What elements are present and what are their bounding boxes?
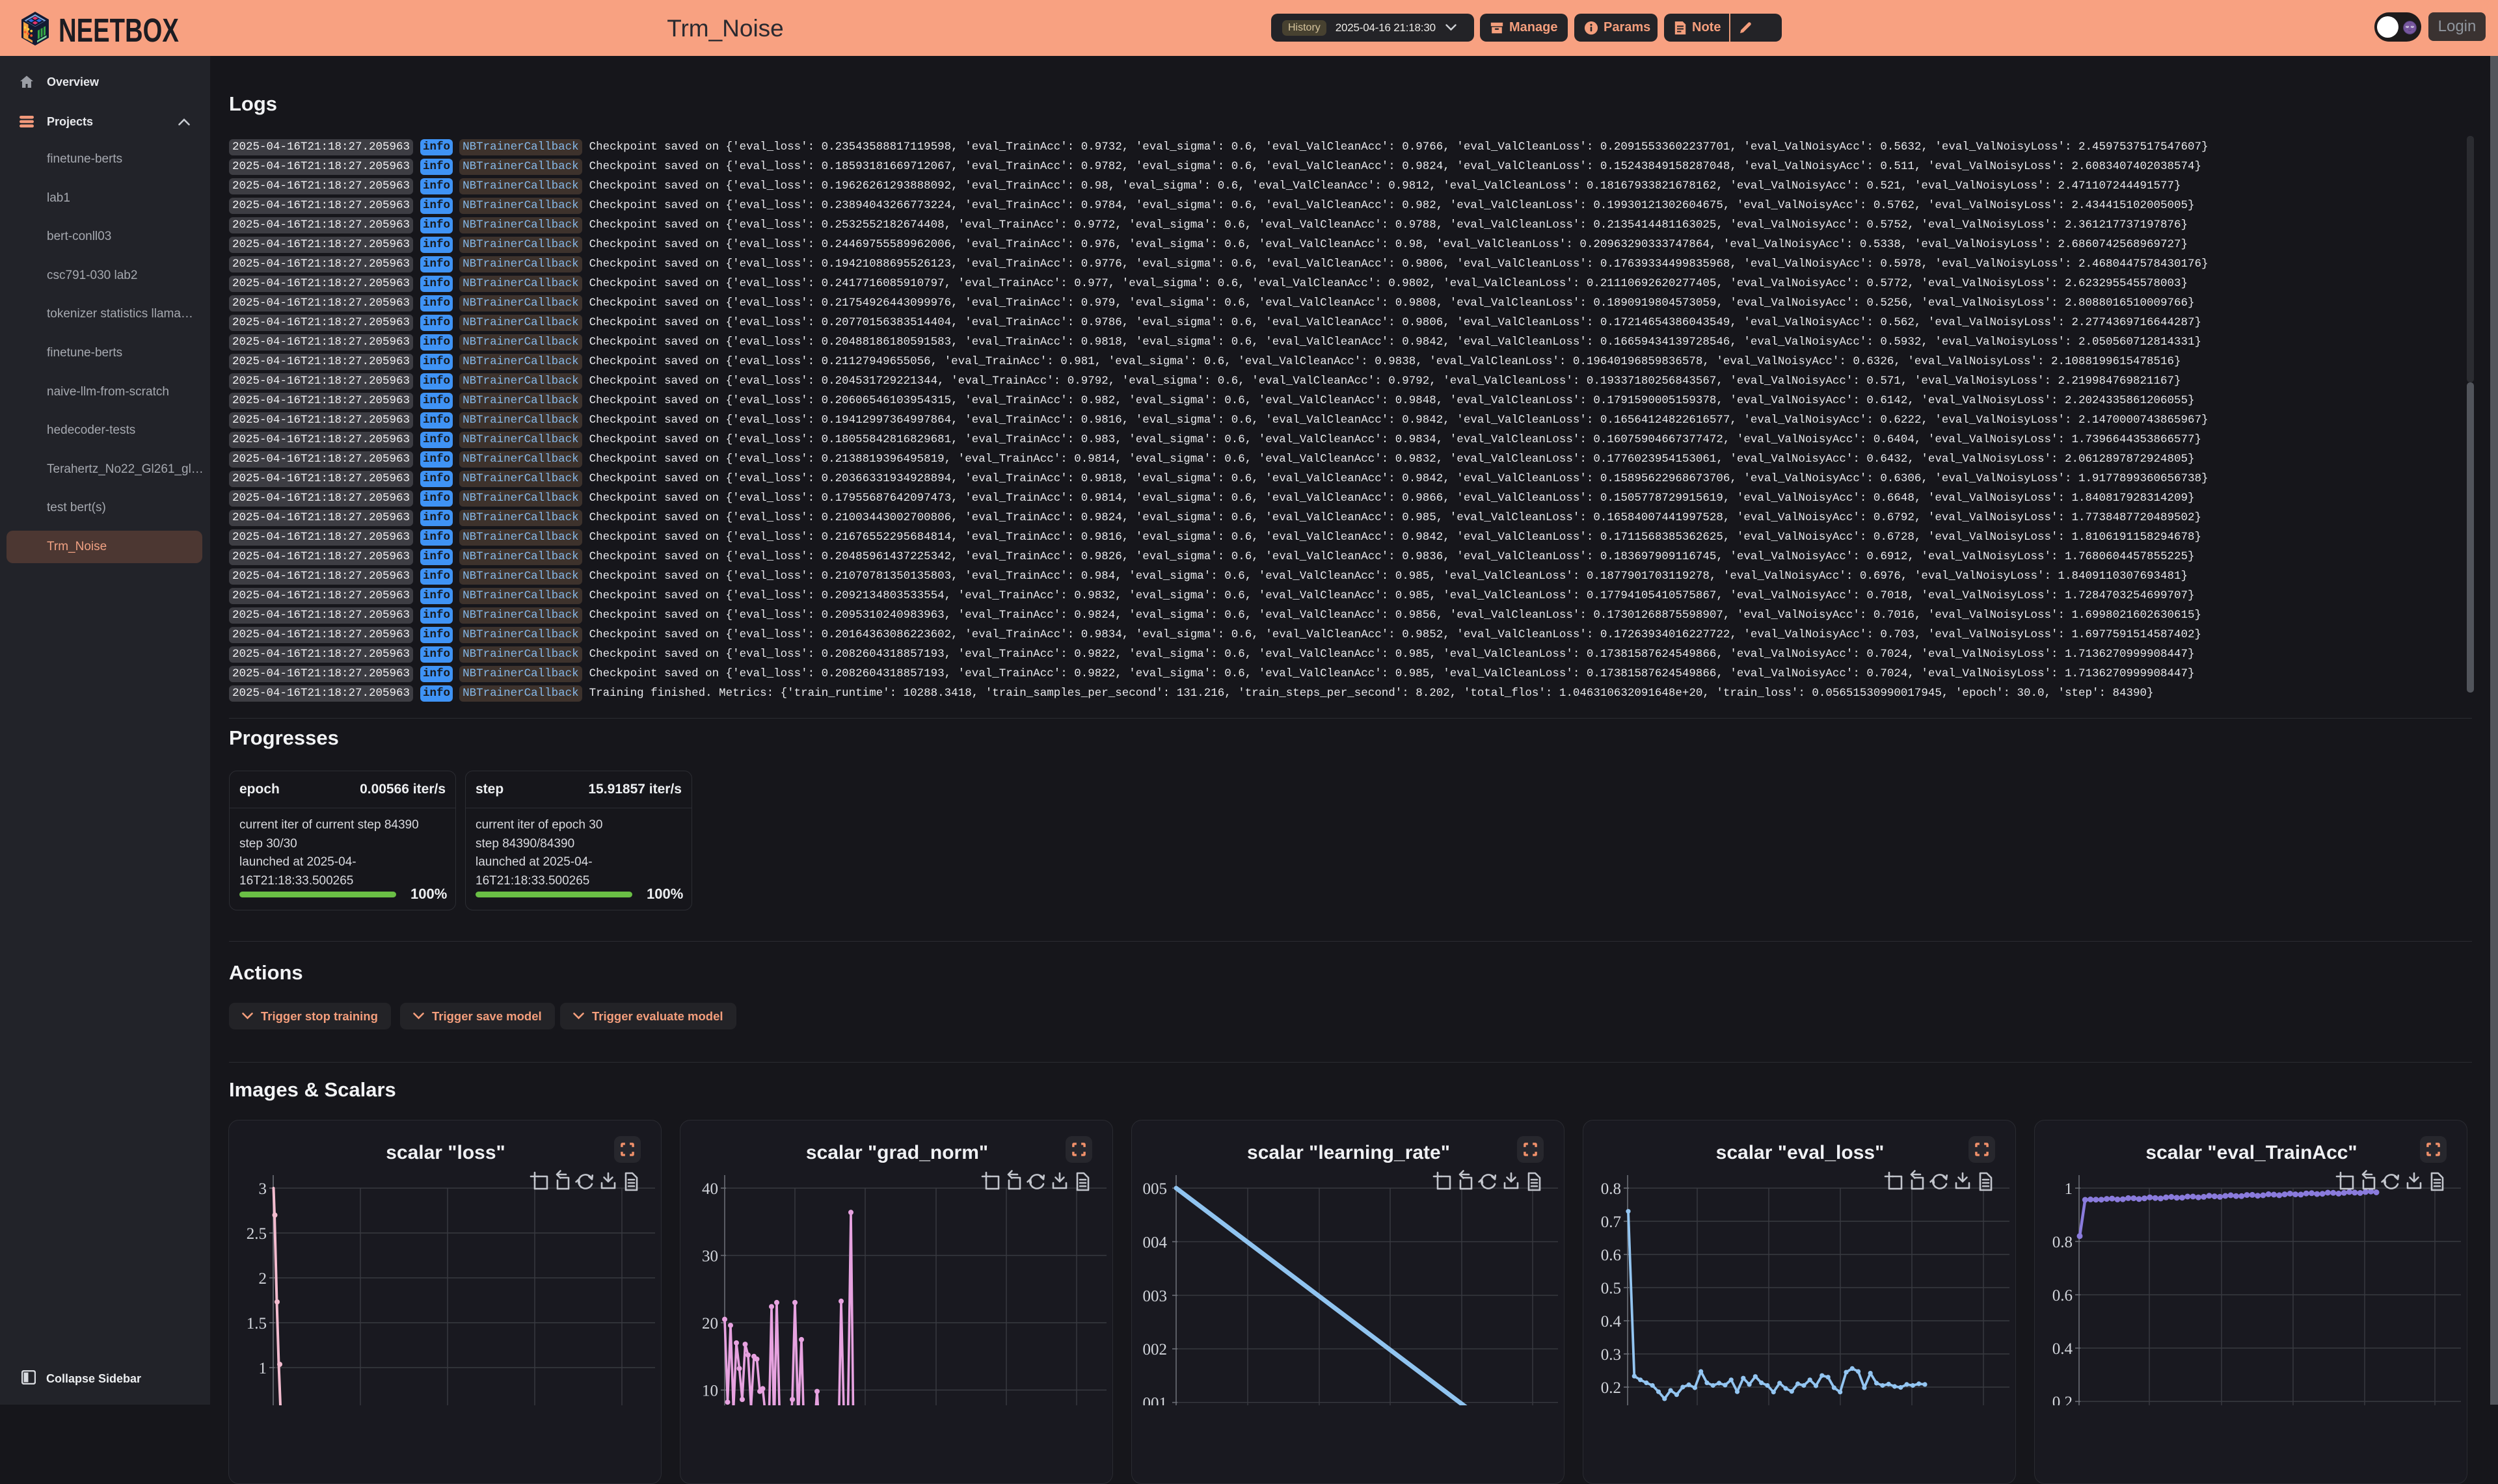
svg-text:30: 30 (702, 1248, 718, 1265)
svg-text:1: 1 (2065, 1180, 2073, 1198)
svg-text:20: 20 (702, 1315, 718, 1332)
svg-text:003: 003 (1143, 1288, 1168, 1305)
svg-text:1: 1 (259, 1360, 267, 1377)
svg-text:0.6: 0.6 (2052, 1287, 2073, 1305)
svg-text:0.8: 0.8 (1601, 1180, 1621, 1198)
svg-text:0.4: 0.4 (1601, 1313, 1622, 1331)
svg-text:0.5: 0.5 (1601, 1280, 1621, 1297)
svg-text:002: 002 (1143, 1341, 1168, 1358)
svg-text:0.8: 0.8 (2052, 1234, 2073, 1251)
svg-text:3: 3 (259, 1180, 267, 1198)
svg-text:004: 004 (1143, 1234, 1168, 1251)
svg-text:0.4: 0.4 (2052, 1340, 2073, 1358)
svg-text:0.6: 0.6 (1601, 1247, 1621, 1264)
svg-text:40: 40 (702, 1180, 718, 1198)
svg-text:2: 2 (259, 1270, 267, 1288)
svg-text:0.3: 0.3 (1601, 1346, 1621, 1364)
svg-text:001: 001 (1143, 1395, 1168, 1405)
svg-text:10: 10 (702, 1383, 718, 1400)
svg-text:2.5: 2.5 (247, 1225, 267, 1243)
svg-text:0.7: 0.7 (1601, 1213, 1621, 1231)
svg-text:005: 005 (1143, 1180, 1168, 1198)
svg-text:0.2: 0.2 (2052, 1394, 2073, 1405)
svg-text:1.5: 1.5 (247, 1315, 267, 1332)
svg-text:0.2: 0.2 (1601, 1379, 1621, 1397)
